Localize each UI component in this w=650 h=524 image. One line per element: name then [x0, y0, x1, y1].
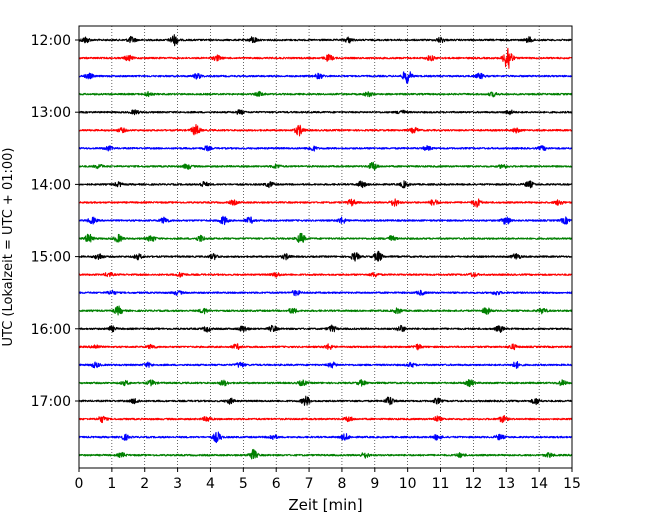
y-tick-label: 17:00 [31, 394, 71, 410]
x-tick-label: 15 [563, 476, 581, 492]
y-tick-label: 12:00 [31, 33, 71, 49]
x-tick-label: 7 [305, 476, 314, 492]
trace-layer [78, 34, 573, 460]
trace-1645 [78, 379, 573, 388]
trace-1515 [78, 271, 573, 278]
trace-1730 [78, 431, 573, 444]
plot-frame [78, 25, 573, 469]
trace-1630 [78, 360, 573, 369]
trace-1215 [78, 47, 573, 69]
trace-1600 [78, 324, 573, 333]
trace-1400 [78, 180, 573, 189]
axis-layer: 0 1 2 3 4 5 6 7 8 9 10 11 12 13 14 1512:0013:0014:0015:… [31, 33, 581, 492]
trace-1500 [78, 250, 573, 262]
trace-1545 [78, 305, 573, 316]
trace-1330 [78, 144, 573, 152]
x-tick-label: 11 [432, 476, 450, 492]
x-axis-label: Zeit [min] [288, 496, 362, 514]
x-tick-label: 2 [140, 476, 149, 492]
y-tick-label: 16:00 [31, 322, 71, 338]
x-tick-label: 5 [239, 476, 248, 492]
x-tick-label: 13 [497, 476, 515, 492]
x-tick-label: 6 [272, 476, 281, 492]
y-tick-label: 15:00 [31, 250, 71, 266]
x-tick-label: 3 [173, 476, 182, 492]
trace-1200 [78, 34, 573, 47]
trace-1445 [78, 232, 573, 243]
trace-1615 [78, 343, 573, 351]
trace-1430 [78, 215, 573, 226]
x-tick-label: 10 [399, 476, 417, 492]
trace-1715 [78, 415, 573, 424]
trace-1315 [78, 123, 573, 137]
trace-1345 [78, 161, 573, 171]
x-tick-label: 1 [107, 476, 116, 492]
y-axis-label: UTC (Lokalzeit = UTC + 01:00) [1, 148, 16, 347]
x-tick-label: 12 [464, 476, 482, 492]
x-tick-label: 9 [370, 476, 379, 492]
trace-1300 [78, 109, 573, 116]
trace-1700 [78, 395, 573, 406]
trace-1415 [78, 198, 573, 208]
x-tick-label: 4 [206, 476, 215, 492]
y-tick-label: 13:00 [31, 105, 71, 121]
trace-1245 [78, 90, 573, 98]
x-tick-label: 14 [530, 476, 548, 492]
x-tick-label: 8 [337, 476, 346, 492]
trace-1530 [78, 289, 573, 297]
trace-1230 [78, 71, 573, 84]
trace-1745 [78, 448, 573, 460]
y-tick-label: 14:00 [31, 177, 71, 193]
x-tick-label: 0 [75, 476, 84, 492]
